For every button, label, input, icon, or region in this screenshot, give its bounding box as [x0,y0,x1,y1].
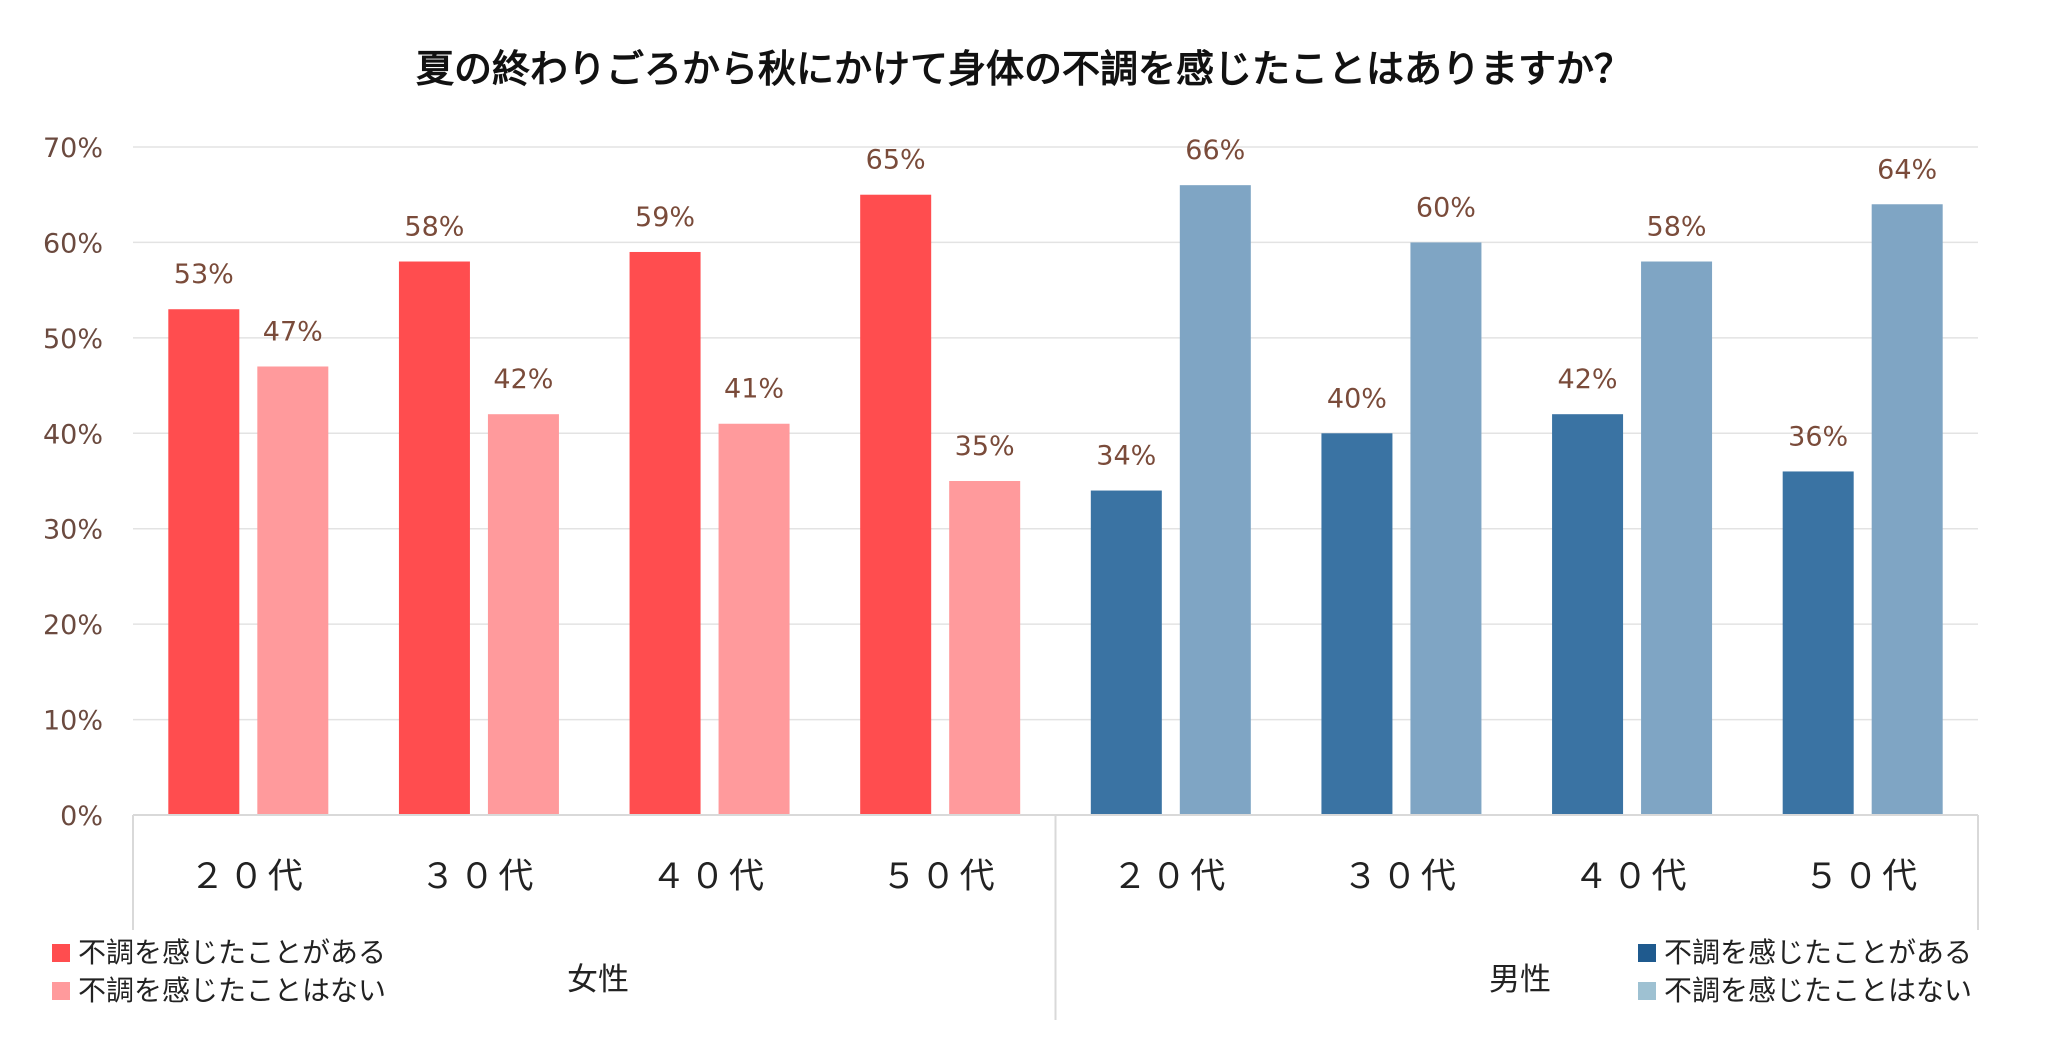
category-label: ５０代 [882,857,999,897]
bar-male-no [1871,204,1943,815]
bar-male-no [1641,261,1713,815]
bar-male-yes [1782,471,1854,815]
data-label: 58% [1647,212,1707,243]
legend-swatch-female-no [52,982,70,1000]
legend-label-male-no: 不調を感じたことはない [1664,974,1972,1007]
bar-female-no [718,423,790,815]
legend-swatch-male-no [1638,982,1656,1000]
data-label: 64% [1877,154,1937,185]
data-label: 35% [955,431,1015,462]
bar-female-yes [860,194,932,815]
bar-male-no [1179,185,1251,815]
bars [168,185,1943,815]
bar-female-yes [398,261,470,815]
data-label: 59% [635,202,695,233]
chart-title: 夏の終わりごろから秋にかけて身体の不調を感じたことはありますか？ [416,47,1632,91]
data-label: 42% [493,364,553,395]
y-tick-label: 60% [43,228,103,259]
bar-male-no [1410,242,1482,815]
y-tick-label: 20% [43,610,103,641]
category-label: ２０代 [1112,857,1229,897]
y-tick-label: 30% [43,515,103,546]
y-tick-label: 70% [43,133,103,164]
category-label: ３０代 [420,857,537,897]
bar-female-yes [168,309,240,815]
bar-male-yes [1552,414,1624,815]
data-labels: 53% 47% 58% 42% 59% 41% 65% 35% 34% 66% 40% 60% 42% 5… [174,135,1937,471]
category-label: ４０代 [1574,857,1691,897]
bar-female-no [257,366,329,815]
data-label: 60% [1416,192,1476,223]
bar-female-yes [629,251,701,815]
data-label: 34% [1096,441,1156,472]
category-label: ２０代 [190,857,307,897]
data-label: 66% [1185,135,1245,166]
data-label: 40% [1327,383,1387,414]
legend-swatch-female-yes [52,944,70,962]
bar-female-no [487,414,559,815]
legend-male: 不調を感じたことがある 不調を感じたことはない [1638,936,1972,1007]
bar-male-yes [1090,490,1162,815]
group-label-female: 女性 [567,962,629,998]
legend-label-female-yes: 不調を感じたことがある [78,936,386,969]
y-tick-label: 10% [43,706,103,737]
legend-label-male-yes: 不調を感じたことがある [1664,936,1972,969]
group-label-male: 男性 [1489,962,1551,998]
x-axis [132,814,1979,1020]
category-labels: ２０代 ３０代 ４０代 ５０代 ２０代 ３０代 ４０代 ５０代 [190,857,1921,897]
data-label: 53% [174,259,234,290]
data-label: 36% [1788,421,1848,452]
category-label: ３０代 [1343,857,1460,897]
category-label: ５０代 [1804,857,1921,897]
y-tick-label: 0% [60,801,103,832]
legend-swatch-male-yes [1638,944,1656,962]
data-label: 65% [866,145,926,176]
legend-label-female-no: 不調を感じたことはない [78,974,386,1007]
data-label: 42% [1558,364,1618,395]
data-label: 41% [724,374,784,405]
category-label: ４０代 [651,857,768,897]
bar-female-no [949,481,1021,815]
bar-male-yes [1321,433,1393,815]
y-tick-label: 50% [43,324,103,355]
data-label: 58% [404,212,464,243]
legend-female: 不調を感じたことがある 不調を感じたことはない [52,936,386,1007]
y-axis-ticks: 0% 10% 20% 30% 40% 50% 60% 70% [43,133,103,832]
data-label: 47% [263,316,323,347]
y-tick-label: 40% [43,419,103,450]
